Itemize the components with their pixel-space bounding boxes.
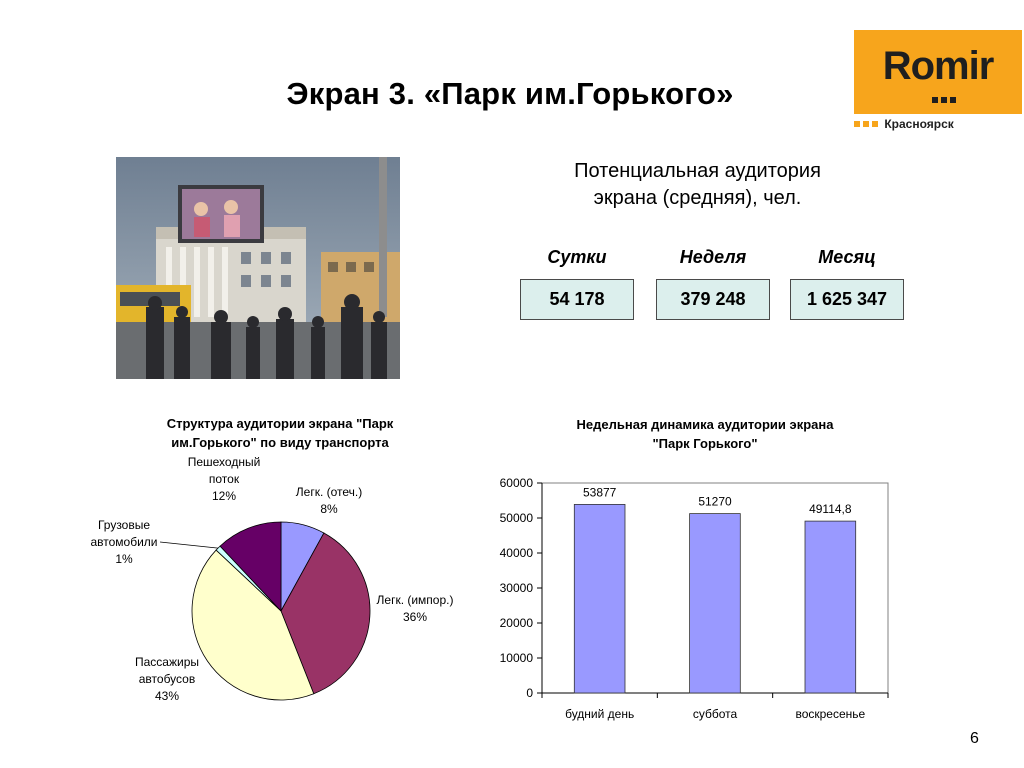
bar <box>804 520 857 694</box>
value-box-month: 1 625 347 <box>790 279 904 320</box>
period-label-week: Неделя <box>679 247 747 267</box>
pie-leader-line <box>159 541 219 549</box>
logo-dots <box>932 90 959 108</box>
x-category-label: суббота <box>693 707 738 721</box>
bar-title-line1: Недельная динамика аудитории экрана <box>576 417 834 432</box>
period-label-day: Сутки <box>547 247 607 267</box>
y-tick-label: 10000 <box>500 651 534 665</box>
audience-title-line2: экрана (средняя), чел. <box>593 187 802 209</box>
page-title: Экран 3. «Парк им.Горького» <box>286 76 734 111</box>
bar-title-line2: "Парк Горького" <box>652 436 758 451</box>
pie-slice-label: Пассажиры автобусов 43% <box>135 655 199 703</box>
pie-slice-label: Легк. (отеч.) 8% <box>296 485 362 516</box>
y-tick-label: 0 <box>526 686 533 700</box>
logo-brand: Romir <box>882 44 995 88</box>
pie-chart-title: Структура аудитории экрана "Парк им.Горь… <box>125 414 435 452</box>
pie-title-line2: им.Горького" по виду транспорта <box>171 435 389 450</box>
value-box-week: 379 248 <box>656 279 770 320</box>
bar-data-label: 53877 <box>583 485 617 499</box>
pie-slice-label: Грузовые автомобили 1% <box>90 518 157 566</box>
value-box-day: 54 178 <box>520 279 634 320</box>
pie-title-line1: Структура аудитории экрана "Парк <box>166 416 394 431</box>
pie-slice-label: Легк. (импор.) 36% <box>377 593 454 624</box>
romir-logo: Romir <box>854 30 1022 114</box>
bar <box>689 513 741 694</box>
pie-slice <box>219 521 282 613</box>
pie-slice <box>280 532 371 695</box>
x-category-label: будний день <box>565 707 634 721</box>
billboard-photo <box>116 157 400 379</box>
y-tick-label: 20000 <box>500 616 534 630</box>
pie-chart: Легк. (отеч.) 8% Легк. (импор.) 36% Пассажир… <box>90 455 454 703</box>
y-tick-label: 60000 <box>500 476 534 490</box>
logo-city: Красноярск <box>854 117 954 131</box>
pie-slice-label: Пешеходный поток 12% <box>188 455 261 503</box>
y-tick-label: 30000 <box>500 581 534 595</box>
page-number: 6 <box>970 730 979 747</box>
y-tick-label: 50000 <box>500 511 534 525</box>
bar-data-label: 51270 <box>698 495 732 509</box>
bar-data-label: 49114,8 <box>809 502 852 516</box>
audience-title: Потенциальная аудитория экрана (средняя)… <box>520 158 875 212</box>
period-label-month: Месяц <box>818 247 876 267</box>
bar-chart-title: Недельная динамика аудитории экрана "Пар… <box>520 415 890 453</box>
bar-chart: 0 10000 20000 30000 40000 50000 60000 53877 будн… <box>500 476 889 721</box>
bar <box>573 504 626 694</box>
pie-slice <box>191 549 315 701</box>
audience-title-line1: Потенциальная аудитория <box>574 160 821 182</box>
y-tick-label: 40000 <box>500 546 534 560</box>
logo-city-label: Красноярск <box>884 117 954 131</box>
x-category-label: воскресенье <box>795 707 865 721</box>
